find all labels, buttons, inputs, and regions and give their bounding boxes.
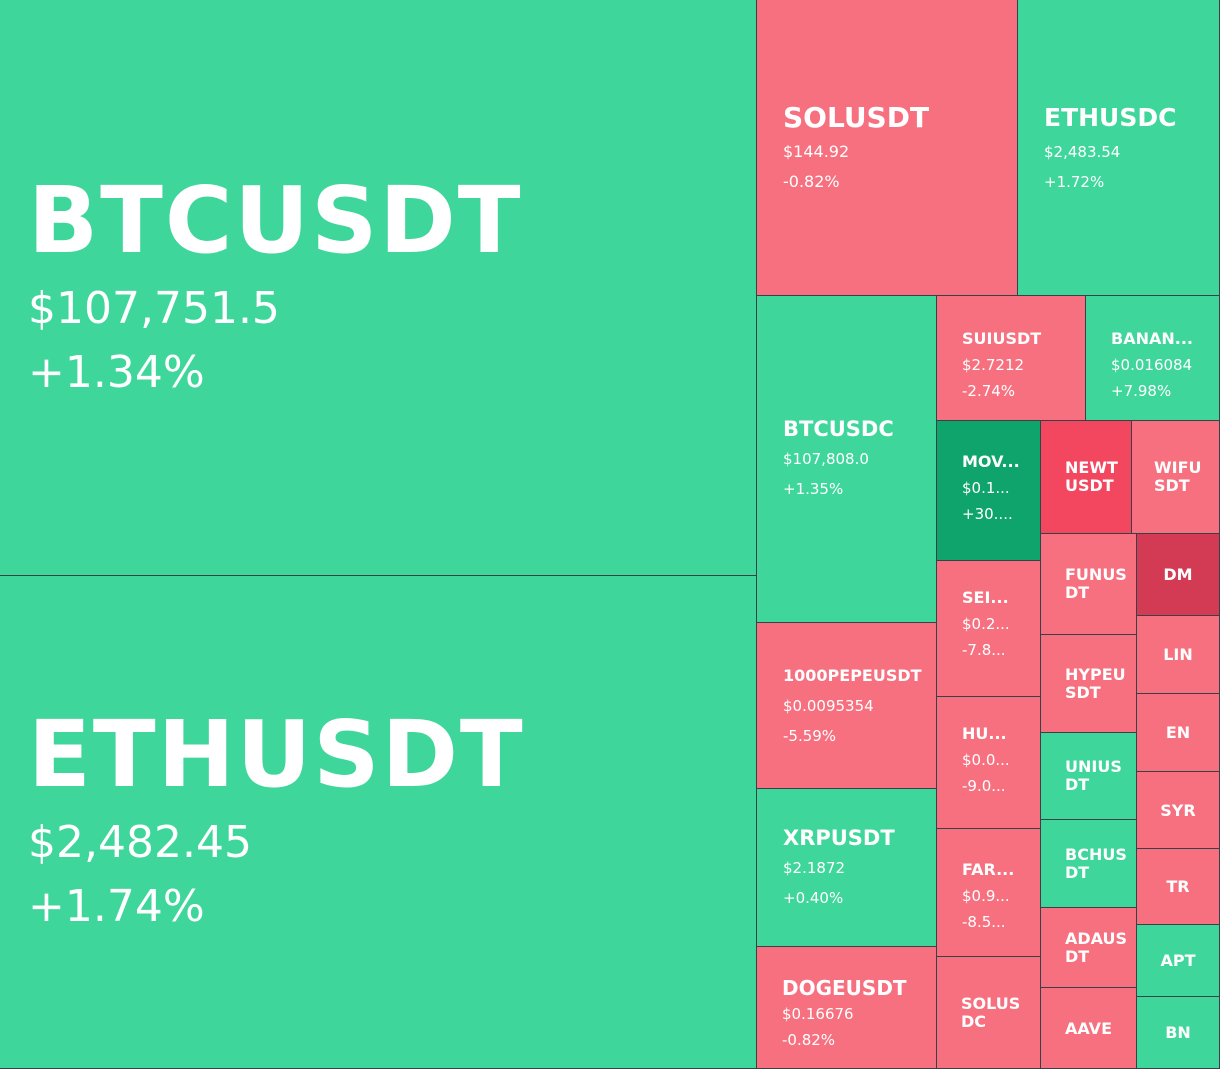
tile-change: +7.98%	[1111, 382, 1172, 400]
tile-symbol: UNIUSDT	[1065, 757, 1122, 794]
tile-suiusdt[interactable]: SUIUSDT $2.7212 -2.74%	[937, 296, 1086, 421]
tile-symbol: SYR	[1160, 800, 1196, 820]
tile-tr[interactable]: TR	[1137, 849, 1220, 925]
tile-change: -2.74%	[962, 382, 1016, 400]
tile-solusdc[interactable]: SOLUSDC	[937, 957, 1041, 1069]
tile-symbol: APT	[1160, 951, 1196, 970]
tile-symbol: DOGEUSDT	[782, 976, 907, 1000]
tile-change: +1.35%	[783, 480, 844, 498]
tile-adausdt[interactable]: ADAUSDT	[1041, 908, 1137, 988]
tile-change: +1.72%	[1044, 172, 1105, 191]
tile-bananusdt[interactable]: BANAN... $0.016084 +7.98%	[1086, 296, 1220, 421]
tile-symbol: MOV...	[962, 452, 1020, 471]
tile-symbol: FUNUSDT	[1065, 565, 1127, 602]
tile-symbol: BANAN...	[1111, 329, 1193, 348]
tile-farusdt[interactable]: FAR... $0.9... -8.5...	[937, 829, 1041, 957]
tile-symbol: BCHUSDT	[1065, 844, 1127, 882]
tile-symbol: XRPUSDT	[783, 825, 895, 850]
tile-symbol: SOLUSDC	[961, 993, 1021, 1031]
tile-price: $107,751.5	[28, 282, 280, 334]
tile-symbol: SOLUSDT	[783, 100, 930, 134]
tile-bchusdt[interactable]: BCHUSDT	[1041, 820, 1137, 908]
tile-change: -9.0...	[962, 777, 1006, 795]
tile-uniusdt[interactable]: UNIUSDT	[1041, 733, 1137, 820]
tile-price: $0.16676	[782, 1005, 854, 1023]
tile-symbol: EN	[1165, 723, 1191, 742]
tile-symbol: BN	[1165, 1023, 1191, 1042]
tile-xrpusdt[interactable]: XRPUSDT $2.1872 +0.40%	[757, 789, 937, 947]
tile-price: $0.2...	[962, 615, 1010, 633]
tile-symbol: NEWTUSDT	[1065, 458, 1118, 495]
tile-btcusdc[interactable]: BTCUSDC $107,808.0 +1.35%	[757, 296, 937, 623]
tile-change: -5.59%	[783, 726, 837, 745]
tile-symbol: ETHUSDC	[1044, 102, 1177, 132]
tile-symbol: LIN	[1163, 645, 1193, 664]
tile-funusdt[interactable]: FUNUSDT	[1041, 534, 1137, 635]
tile-symbol: TR	[1166, 877, 1190, 896]
tile-symbol: SEI...	[962, 588, 1009, 607]
tile-symbol: BTCUSDT	[28, 166, 523, 274]
tile-change: +1.74%	[28, 881, 205, 932]
tile-symbol: BTCUSDC	[783, 417, 894, 441]
tile-huusdt[interactable]: HU... $0.0... -9.0...	[937, 697, 1041, 829]
tile-ethusdc[interactable]: ETHUSDC $2,483.54 +1.72%	[1018, 0, 1220, 296]
tile-change: +0.40%	[783, 888, 844, 907]
tile-hypeusdt[interactable]: HYPEUSDT	[1041, 635, 1137, 733]
tile-wifusdt[interactable]: WIFUSDT	[1132, 421, 1220, 534]
tile-price: $2.1872	[783, 858, 846, 877]
tile-dogeusdt[interactable]: DOGEUSDT $0.16676 -0.82%	[757, 947, 937, 1069]
tile-price: $0.016084	[1111, 356, 1193, 374]
tile-symbol: FAR...	[962, 860, 1015, 879]
tile-symbol: ADAUSDT	[1065, 928, 1128, 966]
tile-price: $144.92	[783, 141, 850, 161]
tile-symbol: AAVE	[1065, 1018, 1112, 1038]
tile-price: $0.9...	[962, 887, 1010, 905]
tile-bn[interactable]: BN	[1137, 997, 1220, 1069]
tile-symbol: WIFUSDT	[1154, 458, 1202, 495]
tile-btcusdt[interactable]: BTCUSDT $107,751.5 +1.34%	[0, 0, 757, 576]
tile-ethusdt[interactable]: ETHUSDT $2,482.45 +1.74%	[0, 576, 757, 1069]
tile-change: -8.5...	[962, 913, 1006, 931]
tile-change: -0.82%	[782, 1031, 836, 1049]
tile-solusdt[interactable]: SOLUSDT $144.92 -0.82%	[757, 0, 1018, 296]
tile-change: +1.34%	[28, 346, 205, 398]
tile-1000pepeusdt[interactable]: 1000PEPEUSDT $0.0095354 -5.59%	[757, 623, 937, 789]
tile-symbol: ETHUSDT	[28, 701, 525, 808]
tile-seiusdt[interactable]: SEI... $0.2... -7.8...	[937, 561, 1041, 697]
tile-symbol: 1000PEPEUSDT	[783, 665, 922, 685]
tile-price: $0.0095354	[783, 696, 874, 715]
tile-newtusdt[interactable]: NEWTUSDT	[1041, 421, 1132, 534]
tile-dm[interactable]: DM	[1137, 534, 1220, 616]
tile-symbol: DM	[1163, 565, 1193, 584]
tile-change: -0.82%	[783, 171, 840, 191]
tile-price: $0.0...	[962, 751, 1010, 769]
tile-aave[interactable]: AAVE	[1041, 988, 1137, 1069]
tile-lin[interactable]: LIN	[1137, 616, 1220, 694]
tile-symbol: SUIUSDT	[962, 329, 1042, 348]
tile-change: -7.8...	[962, 641, 1006, 659]
tile-en[interactable]: EN	[1137, 694, 1220, 772]
tile-price: $0.1...	[962, 479, 1010, 497]
tile-movusdt[interactable]: MOV... $0.1... +30....	[937, 421, 1041, 561]
tile-change: +30....	[962, 505, 1013, 523]
tile-apt[interactable]: APT	[1137, 925, 1220, 997]
tile-price: $2,482.45	[28, 817, 252, 868]
tile-syr[interactable]: SYR	[1137, 772, 1220, 849]
tile-price: $2.7212	[962, 356, 1025, 374]
tile-symbol: HU...	[962, 724, 1007, 743]
tile-price: $2,483.54	[1044, 142, 1121, 161]
tile-price: $107,808.0	[783, 450, 869, 468]
tile-symbol: HYPEUSDT	[1065, 664, 1126, 702]
